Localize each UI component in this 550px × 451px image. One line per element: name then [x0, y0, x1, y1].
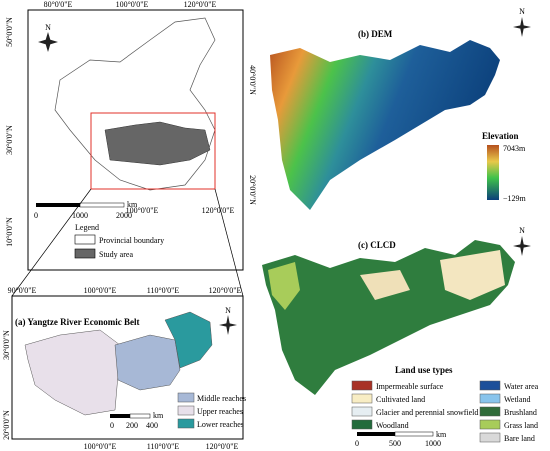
scale-unit: km	[153, 411, 164, 420]
legend-title: Legend	[75, 223, 99, 232]
study-area	[104, 121, 211, 166]
scale-bar	[79, 202, 125, 208]
legend-swatch	[74, 248, 96, 259]
scale-label: 0	[110, 421, 114, 430]
lat-label: 50°0'0"N	[5, 17, 14, 47]
lat-label: 40°0'0"N	[248, 65, 257, 95]
dem-raster	[270, 40, 500, 210]
legend-label: Impermeable surface	[376, 382, 444, 391]
legend-label: Glacier and perennial snowfield	[376, 408, 478, 417]
legend-label: Study area	[99, 250, 133, 259]
lon-label: 120°0'0"E	[202, 206, 235, 215]
zoom-line	[11, 188, 92, 297]
legend-label: Lower reaches	[197, 420, 244, 429]
scale-label: 500	[389, 439, 401, 448]
legend-label: Wetland	[504, 395, 530, 404]
lon-label: 80°0'0"E	[44, 0, 73, 9]
compass: N	[513, 7, 531, 37]
legend-swatch	[479, 419, 501, 430]
lon-label: 100°0'0"E	[116, 0, 149, 9]
legend-swatch	[479, 406, 501, 417]
lon-label: 100°0'0"E	[126, 206, 159, 215]
scale-unit: km	[436, 430, 447, 439]
middle-reaches	[114, 334, 181, 391]
study-area-box	[90, 112, 216, 190]
lat-label: 20°0'0"N	[2, 410, 11, 440]
legend-label: −129m	[503, 194, 527, 203]
legend-swatch	[351, 419, 373, 430]
legend-swatch	[177, 418, 195, 429]
scale-unit: km	[127, 200, 138, 209]
scale-label: 0	[34, 211, 38, 220]
legend-label: Middle reaches	[197, 394, 246, 403]
legend-swatch	[351, 393, 373, 404]
panel-title: (c) CLCD	[358, 240, 396, 250]
north-label: N	[519, 7, 525, 16]
china-map: 80°0'0"E 100°0'0"E 120°0'0"E 50°0'0"N 30…	[5, 0, 257, 271]
lower-reaches	[164, 311, 213, 369]
legend-label: Brushland	[504, 408, 537, 417]
yreb-map: (a) Yangtze River Economic Belt 90°0'0"E…	[2, 286, 246, 451]
legend-label: Water area	[504, 382, 539, 391]
scale-bar	[129, 413, 151, 419]
legend-swatch	[177, 392, 195, 403]
legend-swatch	[479, 393, 501, 404]
lon-label: 110°0'0"E	[147, 286, 180, 295]
north-label: N	[45, 23, 51, 32]
scale-bar	[110, 414, 130, 418]
north-label: N	[519, 226, 525, 235]
legend-swatch	[177, 405, 195, 416]
lat-label: 30°0'0"N	[2, 330, 11, 360]
scale-bar	[36, 203, 80, 207]
compass: N	[513, 226, 531, 256]
scale-label: 400	[146, 421, 158, 430]
lat-label: 30°0'0"N	[5, 125, 14, 155]
lon-label: 100°0'0"E	[84, 286, 117, 295]
lat-label: 10°0'0"N	[5, 217, 14, 247]
legend-label: Cultivated land	[376, 395, 425, 404]
dem-map: (b) DEM Elevation 7043m −129m N	[270, 7, 531, 210]
compass: N	[38, 23, 58, 52]
elevation-ramp	[487, 145, 499, 200]
legend-swatch	[74, 234, 96, 245]
legend-swatch	[479, 432, 501, 443]
legend-swatch	[351, 406, 373, 417]
legend-title: Elevation	[482, 131, 519, 141]
lon-label: 100°0'0"E	[84, 442, 117, 451]
legend-swatch	[351, 380, 373, 391]
scale-label: 1000	[72, 211, 88, 220]
zoom-line	[214, 188, 244, 297]
legend-label: Grass land	[504, 421, 538, 430]
cultivated-patch	[440, 250, 505, 300]
scale-bar	[357, 432, 395, 436]
scale-label: 200	[126, 421, 138, 430]
lon-label: 120°0'0"E	[209, 286, 242, 295]
lat-label: 20°0'0"N	[248, 175, 257, 205]
scale-label: 0	[355, 439, 359, 448]
legend-label: Bare land	[504, 434, 535, 443]
scale-label: 1000	[425, 439, 441, 448]
scale-label: 2000	[116, 211, 132, 220]
legend-swatch	[479, 380, 501, 391]
compass: N	[219, 306, 237, 335]
lon-label: 120°0'0"E	[184, 0, 217, 9]
panel-title: (a) Yangtze River Economic Belt	[15, 317, 139, 327]
lon-label: 110°0'0"E	[147, 442, 180, 451]
upper-reaches	[24, 329, 121, 416]
north-label: N	[225, 306, 231, 315]
clcd-map: (c) CLCD N Land use types Impermeable su…	[262, 226, 539, 448]
legend-label: Upper reaches	[197, 407, 243, 416]
panel-title: (b) DEM	[358, 29, 393, 39]
cultivated-patch	[360, 270, 410, 300]
legend-title: Land use types	[395, 365, 453, 375]
lon-label: 120°0'0"E	[206, 442, 239, 451]
legend-label: Provincial boundary	[99, 236, 164, 245]
legend-label: 7043m	[503, 144, 526, 153]
scale-bar	[394, 431, 434, 437]
grass-patch	[268, 262, 300, 310]
lon-label: 90°0'0"E	[8, 286, 37, 295]
legend-label: Woodland	[376, 421, 409, 430]
